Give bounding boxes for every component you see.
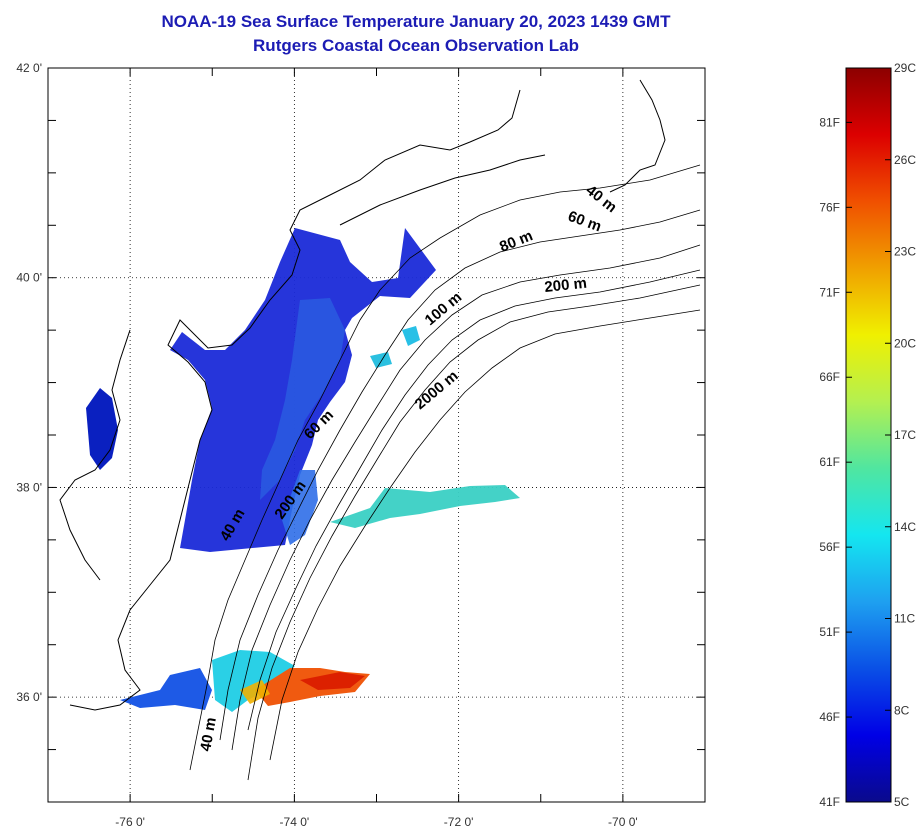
lat-tick-label: 42 0' [16,61,42,75]
colorbar-label-c: 11C [894,612,915,626]
map-axes: -76 0' -74 0' -72 0' -70 0' 42 0' 40 0' 38 0' 3… [16,61,706,829]
colorbar-label-c: 17C [894,428,916,442]
isobath-label: 200 m [544,275,588,296]
colorbar-label-f: 41F [819,795,840,809]
sst-swath-teal-patch [370,352,392,368]
lon-tick-label: -72 0' [444,815,474,829]
colorbar-label-f: 66F [819,370,840,384]
coastline [69,89,521,711]
isobath-200m [247,284,701,781]
colorbar-label-f: 81F [819,115,840,129]
map-title: NOAA-19 Sea Surface Temperature January … [161,12,671,31]
sst-swath-hatteras-cyan [212,650,295,712]
lon-tick-label: -74 0' [280,815,310,829]
sst-swath-cyan-patch [402,326,420,346]
sst-swath-mid-atlantic-inner [260,298,345,500]
colorbar-label-f: 61F [819,455,840,469]
colorbar-label-c: 23C [894,245,916,259]
isobath-label: 40 m [197,716,220,753]
colorbar-label-f: 71F [819,285,840,299]
colorbar-label-c: 14C [894,520,916,534]
colorbar-labels: 29C 26C 23C 20C 17C 14C 11C 8C 5C 81F 76F 71F 66F 61F… [819,61,916,809]
isobath-2000m [269,309,701,761]
lat-tick-label: 40 0' [16,271,42,285]
sst-swath-teal-shelf [330,485,520,528]
coastline-chesapeake [59,329,131,581]
coastline-long-island [339,154,546,226]
lon-tick-label: -76 0' [115,815,145,829]
sst-swath-hatteras-blue [120,668,212,710]
lat-tick-label: 36 0' [16,690,42,704]
coastline-cape-cod [609,79,666,193]
isobath-100m [247,269,701,731]
lat-tick-label: 38 0' [16,480,42,494]
map-content [48,68,705,802]
isobath-80m [231,244,701,751]
colorbar-label-c: 5C [894,795,910,809]
lon-tick-label: -70 0' [608,815,638,829]
isobath-40m [189,164,701,771]
colorbar-label-f: 46F [819,710,840,724]
map-gridlines [48,68,705,802]
colorbar-label-f: 56F [819,540,840,554]
map-subtitle: Rutgers Coastal Ocean Observation Lab [253,36,579,55]
isobath-60m [219,209,701,741]
colorbar-label-c: 8C [894,703,910,717]
sst-swath-gulf-stream-warm [240,680,270,704]
colorbar-label-c: 29C [894,61,916,75]
colorbar-label-c: 20C [894,336,916,350]
colorbar [845,67,892,803]
colorbar-label-f: 76F [819,200,840,214]
colorbar-label-f: 51F [819,625,840,639]
map-frame [47,67,706,803]
sst-swath-gulf-stream-hot [300,672,365,690]
colorbar-label-c: 26C [894,153,916,167]
